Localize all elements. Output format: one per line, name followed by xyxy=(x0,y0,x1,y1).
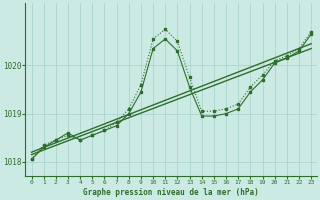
X-axis label: Graphe pression niveau de la mer (hPa): Graphe pression niveau de la mer (hPa) xyxy=(84,188,259,197)
